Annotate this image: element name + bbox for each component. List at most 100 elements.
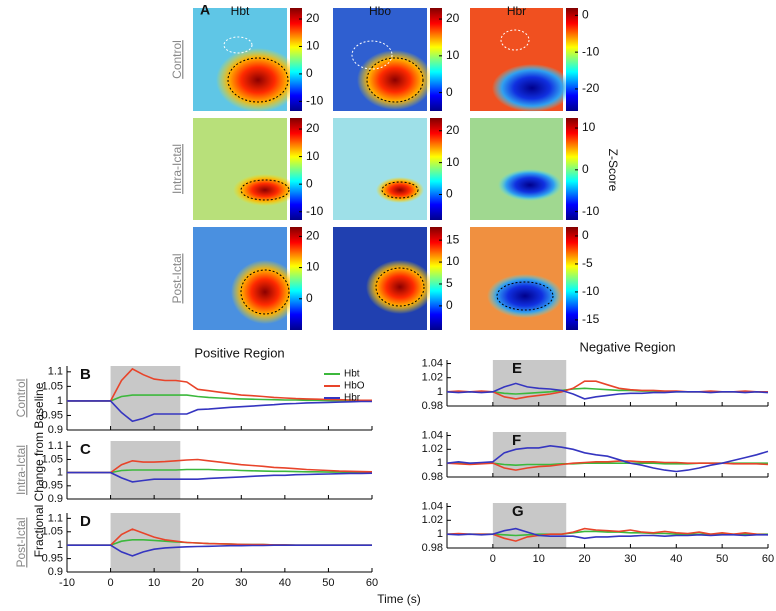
colorbar-tick-label: 0 [582,8,589,22]
colorbar [290,118,302,220]
y-tick-label: 1.02 [422,372,443,384]
legend-label: HbO [344,381,365,392]
x-tick-label: 20 [192,577,204,589]
colorbar-tick-label: -10 [306,94,324,108]
legend-label: Hbt [344,369,360,380]
y-tick-label: 1 [57,467,63,479]
colorbar-tick-label: 15 [446,232,460,246]
colorbar [566,118,578,220]
x-tick-label: 50 [716,553,728,565]
colorbar-tick-label: 0 [306,291,313,305]
colorbar [290,227,302,330]
series-line [446,382,769,400]
colorbar-tick-label: 0 [306,176,313,190]
colorbar [566,227,578,330]
x-tick-label: -10 [59,577,75,589]
colorbar-tick-label: 0 [446,298,453,312]
outline [240,269,290,315]
colorbar-tick-label: 10 [446,155,460,169]
y-tick-label: 1.05 [42,526,63,538]
y-tick-label: 0.9 [48,566,63,578]
y-tick-label: 1.05 [42,380,63,392]
colorbar-tick-label: 10 [306,149,320,163]
blob [487,274,563,318]
outline [227,57,289,103]
series-line [446,527,768,540]
y-tick-label: 0.98 [422,542,443,554]
heatmaps [193,8,572,330]
column-title: Hbr [507,4,526,18]
colorbar-tick-label: 0 [306,66,313,80]
series-line [67,400,372,423]
colorbar-tick-label: 10 [306,260,320,274]
colorbar [290,8,302,111]
x-tick-label: 0 [490,553,496,565]
row-label: Post-Ictal [14,517,28,567]
blob [492,64,572,112]
series-line [67,367,372,402]
column-title: Hbt [231,4,250,18]
row-label: Intra-Ictal [170,144,184,194]
colorbar-tick-label: 10 [306,39,320,53]
series-line [67,471,373,483]
colorbar-tick-label: -10 [582,44,600,58]
heatmap [333,118,427,220]
panel-label: B [80,366,91,383]
row-label: Intra-Ictal [14,445,28,495]
panel-label: C [80,441,91,458]
panel-label: E [512,360,522,377]
blob [366,260,434,314]
row-label: Post-Ictal [170,253,184,303]
y-tick-label: 1.05 [42,453,63,465]
outline [375,267,425,307]
y-tick-label: 1.1 [48,440,63,452]
panel-label: G [512,503,524,520]
colorbar-label: Z-Score [606,149,620,192]
outline [500,29,530,51]
colorbar-tick-label: 0 [582,162,589,176]
colorbar-tick-label: 5 [446,276,453,290]
colorbar-tick-label: -5 [582,256,593,270]
colorbar-tick-label: 20 [446,11,460,25]
series-line [446,527,769,542]
colorbar-tick-label: 0 [582,228,589,242]
row-label: Control [14,379,28,418]
y-tick-label: 1 [57,539,63,551]
y-tick-label: 0.98 [422,400,443,412]
series-line [67,458,373,474]
y-tick-label: 1.04 [422,429,443,441]
y-tick-label: 1.02 [422,514,443,526]
column-title: Hbo [369,4,391,18]
colorbar-tick-label: 20 [446,123,460,137]
x-tick-label: 0 [108,577,114,589]
y-tick-label: 1 [57,395,63,407]
x-tick-label: 10 [533,553,545,565]
outline [351,40,393,70]
panel-title: Positive Region [194,345,284,360]
y-tick-label: 1.1 [48,512,63,524]
colorbar-tick-label: -10 [582,284,600,298]
x-tick-label: 40 [279,577,291,589]
x-axis-label: Time (s) [377,592,421,606]
y-tick-label: 1.04 [422,500,443,512]
x-tick-label: 40 [670,553,682,565]
colorbar-tick-label: 20 [306,121,320,135]
colorbar-tick-label: -10 [306,204,324,218]
panel-title: Negative Region [579,339,675,354]
blob [498,169,562,201]
colorbar-tick-label: -15 [582,312,600,326]
y-tick-label: 1.04 [422,357,443,369]
series-line [67,394,372,402]
colorbar-tick-label: 10 [446,254,460,268]
outline [240,179,290,201]
stimulus-shade [492,360,567,406]
colorbar-tick-label: -20 [582,81,600,95]
outline [496,281,554,311]
stimulus-shade [492,432,567,477]
y-tick-label: 0.95 [42,409,63,421]
colorbar-tick-label: 10 [446,48,460,62]
y-tick-label: 0.9 [48,424,63,436]
y-tick-label: 1 [437,528,443,540]
colorbar-tick-label: 0 [446,85,453,99]
heatmap [470,118,563,220]
